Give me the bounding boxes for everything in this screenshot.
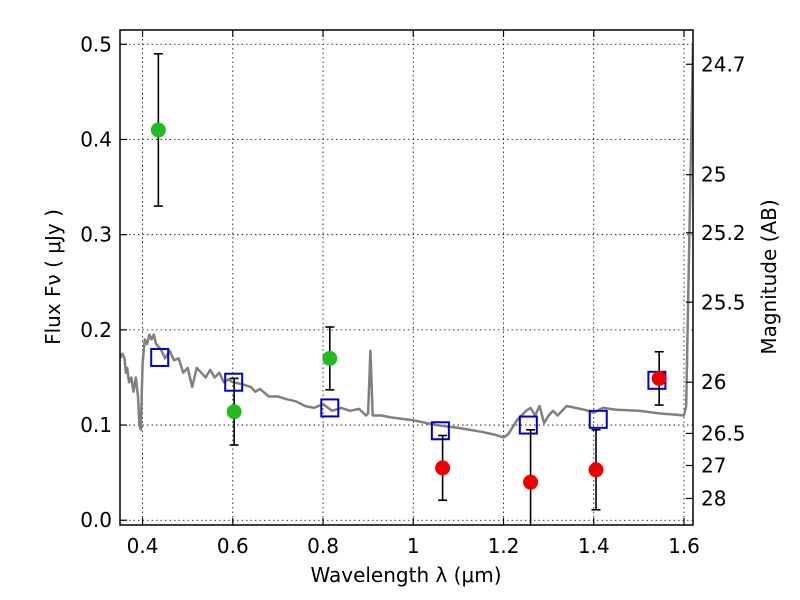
y-tick-label: 0.2: [80, 318, 112, 342]
x-axis-ticks: 0.4 0.6 0.8 1 1.2 1.4 1.6: [127, 30, 700, 558]
x-tick-label: 1.6: [668, 534, 700, 558]
limit-point: [435, 460, 451, 476]
right-tick-label: 25.2: [701, 221, 746, 245]
grid: [120, 30, 693, 525]
model-photometry-square: [150, 347, 170, 367]
plot-frame: [119, 29, 694, 526]
right-tick-label: 26: [701, 370, 726, 394]
limit-point: [523, 474, 539, 490]
x-tick-label: 1: [407, 534, 420, 558]
y-tick-label: 0.0: [80, 508, 112, 532]
right-tick-label: 25.5: [701, 290, 746, 314]
y-axis-ticks: 0.0 0.1 0.2 0.3 0.4 0.5: [80, 32, 127, 532]
detection-point: [150, 122, 166, 138]
right-tick-label: 26.5: [701, 421, 746, 445]
model-spectrum-line: [120, 44, 693, 439]
y-tick-label: 0.1: [80, 413, 112, 437]
x-tick-label: 0.8: [307, 534, 339, 558]
limit-point: [588, 462, 604, 478]
right-tick-label: 28: [701, 486, 726, 510]
right-tick-label: 24.7: [701, 52, 746, 76]
limit-point: [651, 370, 667, 386]
model-photometry-square: [518, 415, 538, 435]
x-axis-title: Wavelength λ (μm): [310, 563, 501, 587]
model-photometry-square: [320, 398, 340, 418]
model-photometry-square: [588, 409, 608, 429]
x-tick-label: 1.2: [488, 534, 520, 558]
x-tick-label: 1.4: [578, 534, 610, 558]
y-tick-label: 0.3: [80, 223, 112, 247]
right-tick-label: 27: [701, 454, 726, 478]
plot-area: [120, 44, 693, 525]
x-tick-label: 0.4: [127, 534, 159, 558]
model-photometry-square: [430, 421, 450, 441]
detection-point: [226, 404, 242, 420]
right-axis-ticks: 24.7 25 25.2 25.5 26 26.5 27 28: [686, 52, 746, 510]
observed-points: [150, 122, 667, 490]
y-axis-title: Flux Fν ( μJy ): [41, 209, 65, 345]
model-photometry-points: [150, 347, 667, 441]
error-bars: [153, 52, 664, 525]
y-tick-label: 0.5: [80, 32, 112, 56]
right-axis-title: Magnitude (AB): [757, 199, 781, 354]
x-tick-label: 0.6: [217, 534, 249, 558]
y-tick-label: 0.4: [80, 127, 112, 151]
right-tick-label: 25: [701, 163, 726, 187]
detection-point: [322, 350, 338, 366]
